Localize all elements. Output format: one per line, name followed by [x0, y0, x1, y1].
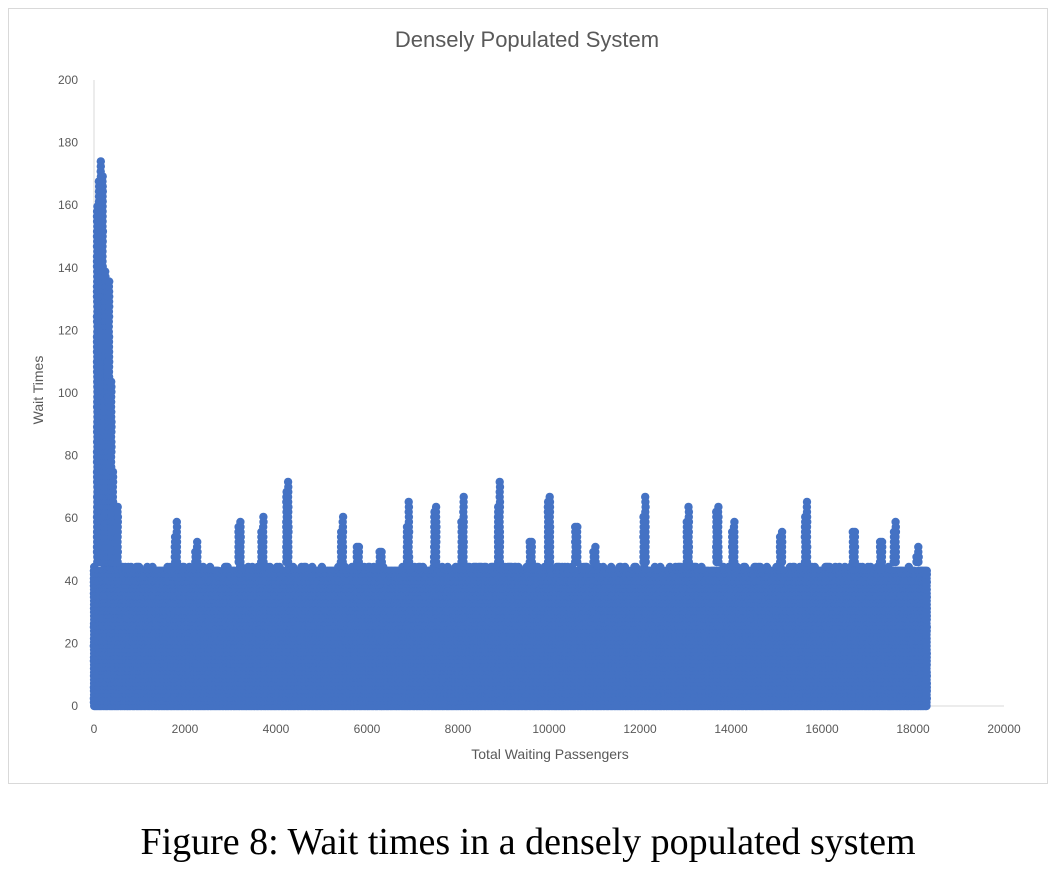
data-points: [89, 157, 931, 711]
x-tick-label: 16000: [805, 722, 839, 736]
y-tick-label: 40: [65, 574, 79, 588]
x-tick-label: 0: [91, 722, 98, 736]
y-tick-label: 200: [58, 73, 78, 87]
chart-title: Densely Populated System: [395, 27, 659, 52]
y-tick-label: 140: [58, 261, 78, 275]
y-tick-label: 100: [58, 386, 78, 400]
scatter-chart: Densely Populated System 0 20 40 60 80 100 120…: [30, 27, 1021, 762]
x-tick-labels: 0 2000 4000 6000 8000 10000 12000 14000 16000 180…: [91, 722, 1021, 736]
x-tick-label: 6000: [354, 722, 381, 736]
y-tick-label: 160: [58, 198, 78, 212]
x-tick-label: 2000: [172, 722, 199, 736]
x-tick-label: 18000: [896, 722, 930, 736]
y-tick-labels: 0 20 40 60 80 100 120 140 160 180 200: [58, 73, 78, 713]
y-tick-label: 80: [65, 449, 79, 463]
x-tick-label: 12000: [623, 722, 657, 736]
x-tick-label: 10000: [532, 722, 566, 736]
y-tick-label: 0: [71, 699, 78, 713]
y-tick-label: 20: [65, 636, 79, 650]
x-tick-label: 8000: [445, 722, 472, 736]
y-tick-label: 180: [58, 136, 78, 150]
x-tick-label: 4000: [263, 722, 290, 736]
y-tick-label: 120: [58, 323, 78, 337]
x-tick-label: 20000: [987, 722, 1021, 736]
y-tick-label: 60: [65, 511, 79, 525]
x-tick-label: 14000: [714, 722, 748, 736]
